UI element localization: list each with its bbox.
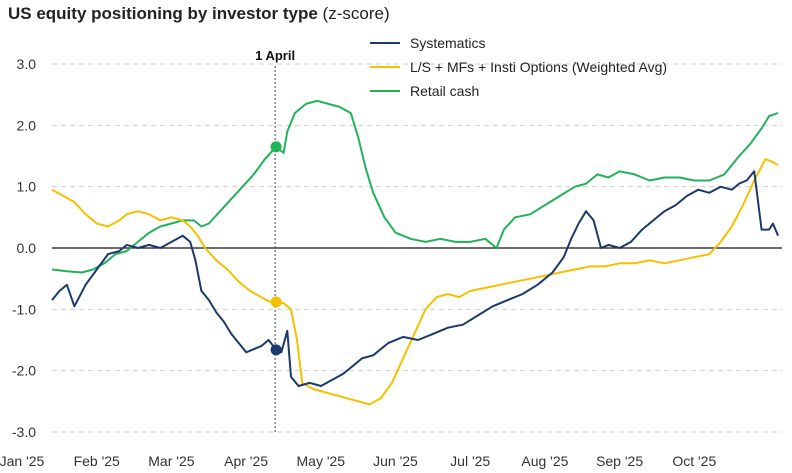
chart-title-main: US equity positioning by investor type [8,4,318,23]
x-tick-label: Jul '25 [450,453,490,469]
marker-retail-cash [270,141,282,153]
x-tick-label: Mar '25 [148,453,194,469]
chart-subtitle: (z-score) [322,4,390,23]
series-line-systematics [51,170,780,387]
x-tick-label: Apr '25 [224,453,268,469]
x-tick-label: Aug '25 [521,453,568,469]
y-axis-ticks: 3.0 2.0 1.0 0.0 -1.0 -2.0 -3.0 [12,56,36,440]
x-tick-label: May '25 [297,453,346,469]
y-tick-label: -2.0 [12,363,36,379]
y-tick-label: -3.0 [12,424,36,440]
legend-label-systematics: Systematics [410,35,485,51]
y-tick-label: 3.0 [17,56,37,72]
x-tick-label: Jan '25 [0,453,45,469]
series-line-retail-cash [51,99,779,274]
x-tick-label: Feb '25 [74,453,120,469]
y-tick-label: 0.0 [17,240,37,256]
y-tick-label: 1.0 [17,179,37,195]
legend-label-retail-cash: Retail cash [410,83,479,99]
april-annotation-label: 1 April [255,48,295,63]
marker-ls-mfs-insti-options [270,296,282,308]
x-tick-label: Jun '25 [373,453,418,469]
series-markers [270,141,282,356]
gridlines [52,63,782,433]
x-tick-label: Sep '25 [596,453,643,469]
legend: Systematics L/S + MFs + Insti Options (We… [370,35,667,99]
chart-title: US equity positioning by investor type (… [8,4,390,24]
legend-label-ls-mfs-insti-options: L/S + MFs + Insti Options (Weighted Avg) [410,59,667,75]
y-tick-label: -1.0 [12,301,36,317]
y-tick-label: 2.0 [17,117,37,133]
x-axis-ticks: Jan '25 Feb '25 Mar '25 Apr '25 May '25 Jun '… [0,453,716,469]
series-lines [51,99,780,406]
x-tick-label: Oct '25 [672,453,716,469]
series-line-ls-mfs-insti-options [51,158,779,406]
marker-systematics [270,344,282,356]
